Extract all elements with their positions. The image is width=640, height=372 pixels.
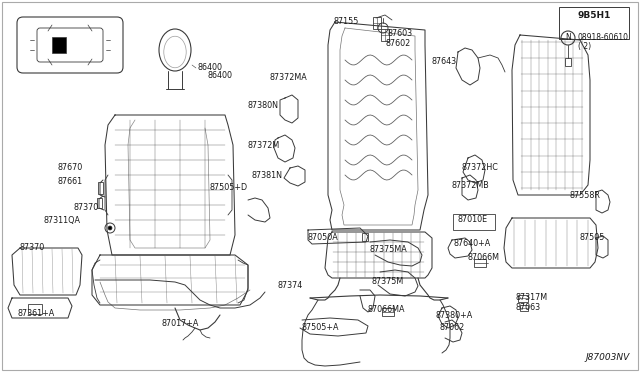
Bar: [565, 58, 571, 66]
Bar: [381, 29, 389, 41]
Text: 87374: 87374: [278, 280, 303, 289]
Text: 87640+A: 87640+A: [453, 240, 490, 248]
Text: 87661: 87661: [58, 177, 83, 186]
Bar: [362, 233, 368, 241]
Text: 87380+A: 87380+A: [436, 311, 473, 320]
Text: 87372HC: 87372HC: [462, 164, 499, 173]
Bar: [373, 17, 381, 29]
Text: N: N: [565, 33, 571, 42]
Bar: [518, 295, 528, 301]
Text: 9B5H1: 9B5H1: [577, 10, 611, 19]
Bar: [474, 259, 486, 267]
Text: 87066M: 87066M: [468, 253, 500, 263]
Text: 87317M: 87317M: [516, 294, 548, 302]
Text: 87372M: 87372M: [248, 141, 280, 150]
Text: 86400: 86400: [208, 71, 233, 80]
Text: 87370: 87370: [20, 244, 45, 253]
Text: 87050A: 87050A: [308, 234, 339, 243]
Text: 87380N: 87380N: [248, 100, 279, 109]
Text: 87375M: 87375M: [372, 278, 404, 286]
Text: 87643: 87643: [432, 58, 457, 67]
Text: 87370: 87370: [73, 202, 99, 212]
Text: 87505+A: 87505+A: [302, 324, 339, 333]
Bar: [382, 308, 394, 316]
Text: 87381N: 87381N: [252, 170, 283, 180]
Text: 87155: 87155: [333, 17, 358, 26]
Bar: [520, 305, 528, 311]
Text: J87003NV: J87003NV: [586, 353, 630, 362]
Bar: [28, 304, 42, 314]
Text: 86400: 86400: [198, 64, 223, 73]
Text: 87558R: 87558R: [570, 192, 601, 201]
Text: 87505: 87505: [580, 234, 605, 243]
Text: 87062: 87062: [440, 324, 465, 333]
Bar: [97, 182, 102, 194]
Text: 87375MA: 87375MA: [370, 246, 408, 254]
Text: 87505+D: 87505+D: [210, 183, 248, 192]
Text: 87066MA: 87066MA: [368, 305, 406, 314]
Text: 87311QA: 87311QA: [43, 215, 80, 224]
Text: 87602: 87602: [386, 39, 412, 48]
Circle shape: [108, 226, 112, 230]
Text: 87063: 87063: [516, 304, 541, 312]
Bar: [97, 198, 102, 208]
Text: 87603: 87603: [388, 29, 413, 38]
Text: 87372MB: 87372MB: [452, 180, 490, 189]
Text: 87361+A: 87361+A: [18, 308, 55, 317]
Text: 87670: 87670: [58, 164, 83, 173]
Text: 87017+A: 87017+A: [162, 318, 200, 327]
Text: 08918-60610: 08918-60610: [578, 32, 629, 42]
Text: 87372MA: 87372MA: [270, 74, 308, 83]
Text: 87010E: 87010E: [457, 215, 487, 224]
FancyBboxPatch shape: [52, 37, 66, 53]
Text: ( 2): ( 2): [578, 42, 591, 51]
